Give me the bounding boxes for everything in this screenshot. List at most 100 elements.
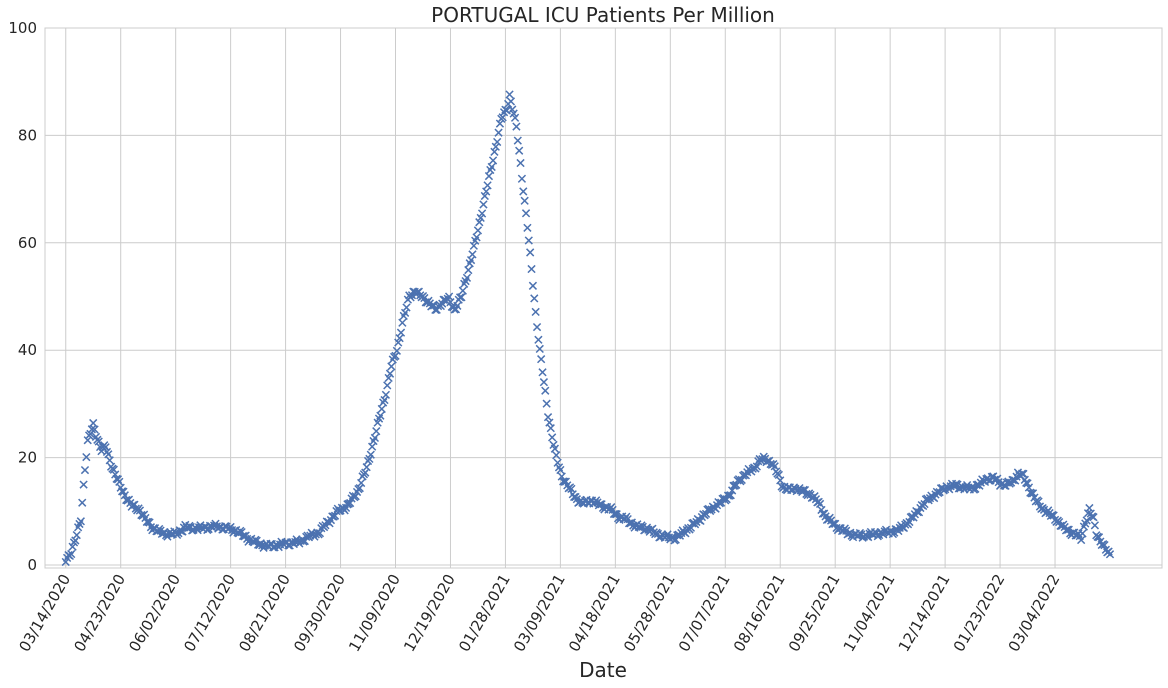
x-tick-label: 08/16/2021 (730, 571, 789, 655)
x-axis-label: Date (579, 658, 627, 682)
gridlines (45, 27, 1162, 568)
data-point (379, 398, 388, 407)
data-point (517, 174, 527, 183)
data-point (520, 196, 529, 205)
data-point (519, 187, 528, 196)
data-series (61, 90, 1115, 567)
x-tick-label: 12/19/2020 (400, 571, 459, 655)
data-point (1100, 540, 1109, 550)
data-point (101, 443, 110, 452)
data-point (487, 162, 496, 172)
y-tick-label: 80 (18, 126, 37, 144)
x-tick-label: 12/14/2021 (895, 571, 954, 655)
data-point (513, 136, 522, 145)
data-point (488, 156, 498, 165)
data-point (458, 286, 467, 295)
data-point (142, 517, 151, 527)
data-point (455, 293, 465, 302)
data-point (392, 346, 402, 355)
data-point (490, 147, 499, 156)
data-point (80, 465, 90, 475)
plot-area-frame (44, 27, 1163, 569)
data-point (76, 517, 85, 526)
data-point (815, 499, 825, 509)
y-tick-label: 0 (27, 556, 37, 574)
data-point (477, 209, 487, 218)
data-point (1034, 497, 1043, 506)
data-point (505, 90, 514, 99)
x-axis-ticks: 03/14/202004/23/202006/02/202007/12/2020… (15, 571, 1063, 655)
data-point (453, 301, 462, 310)
data-point (383, 381, 392, 390)
y-tick-label: 40 (18, 341, 37, 359)
data-point (370, 433, 380, 443)
data-point (380, 395, 389, 405)
data-point (539, 378, 549, 387)
data-point (516, 158, 525, 168)
data-point (624, 519, 634, 528)
data-point (491, 142, 500, 151)
data-point (482, 187, 491, 196)
data-point (79, 480, 88, 489)
data-point (315, 529, 325, 538)
data-point (396, 328, 406, 337)
data-point (534, 335, 543, 344)
data-point (366, 450, 375, 459)
data-point (510, 113, 520, 122)
data-point (362, 463, 371, 472)
data-point (723, 491, 733, 500)
data-point (1017, 469, 1027, 478)
data-point (541, 386, 550, 395)
data-point (89, 418, 98, 428)
data-point (498, 113, 507, 122)
data-point (90, 425, 99, 434)
data-point (1077, 535, 1086, 545)
data-point (548, 433, 557, 442)
data-point (1019, 469, 1028, 479)
data-point (512, 122, 521, 131)
x-tick-label: 08/21/2020 (235, 571, 294, 655)
data-point (387, 362, 396, 371)
data-point (469, 241, 478, 250)
data-point (494, 128, 503, 137)
data-point (506, 97, 516, 106)
data-point (357, 478, 366, 488)
data-point (377, 404, 386, 414)
data-point (83, 436, 92, 445)
data-point (1078, 529, 1087, 538)
data-point (537, 355, 546, 364)
data-point (67, 549, 76, 559)
data-point (1105, 550, 1115, 559)
data-point (546, 424, 555, 433)
data-point (552, 451, 561, 460)
data-point (87, 425, 96, 434)
x-tick-label: 06/02/2020 (125, 571, 184, 655)
data-point (1082, 516, 1091, 525)
x-tick-label: 07/07/2021 (675, 571, 734, 655)
x-tick-label: 11/04/2021 (840, 571, 899, 655)
x-tick-label: 04/23/2020 (70, 571, 129, 655)
data-point (464, 265, 473, 275)
data-point (328, 512, 337, 521)
x-tick-label: 03/09/2021 (510, 571, 569, 655)
data-point (105, 456, 114, 465)
x-tick-label: 11/09/2020 (345, 571, 404, 655)
data-point (381, 390, 391, 399)
data-point (376, 411, 385, 420)
data-point (799, 485, 808, 495)
chart-title: PORTUGAL ICU Patients Per Million (431, 3, 775, 27)
y-axis-ticks: 0 20 40 60 80 100 (8, 19, 37, 574)
data-point (398, 318, 407, 327)
x-tick-label: 09/30/2020 (290, 571, 349, 655)
data-point (473, 226, 483, 235)
x-tick-label: 09/25/2021 (785, 571, 844, 655)
data-point (372, 427, 381, 436)
data-point (402, 303, 411, 312)
data-point (385, 369, 395, 378)
data-point (527, 264, 536, 274)
data-point (72, 530, 81, 540)
data-point (446, 298, 455, 307)
data-point (550, 444, 560, 453)
x-tick-label: 05/28/2021 (620, 571, 679, 655)
